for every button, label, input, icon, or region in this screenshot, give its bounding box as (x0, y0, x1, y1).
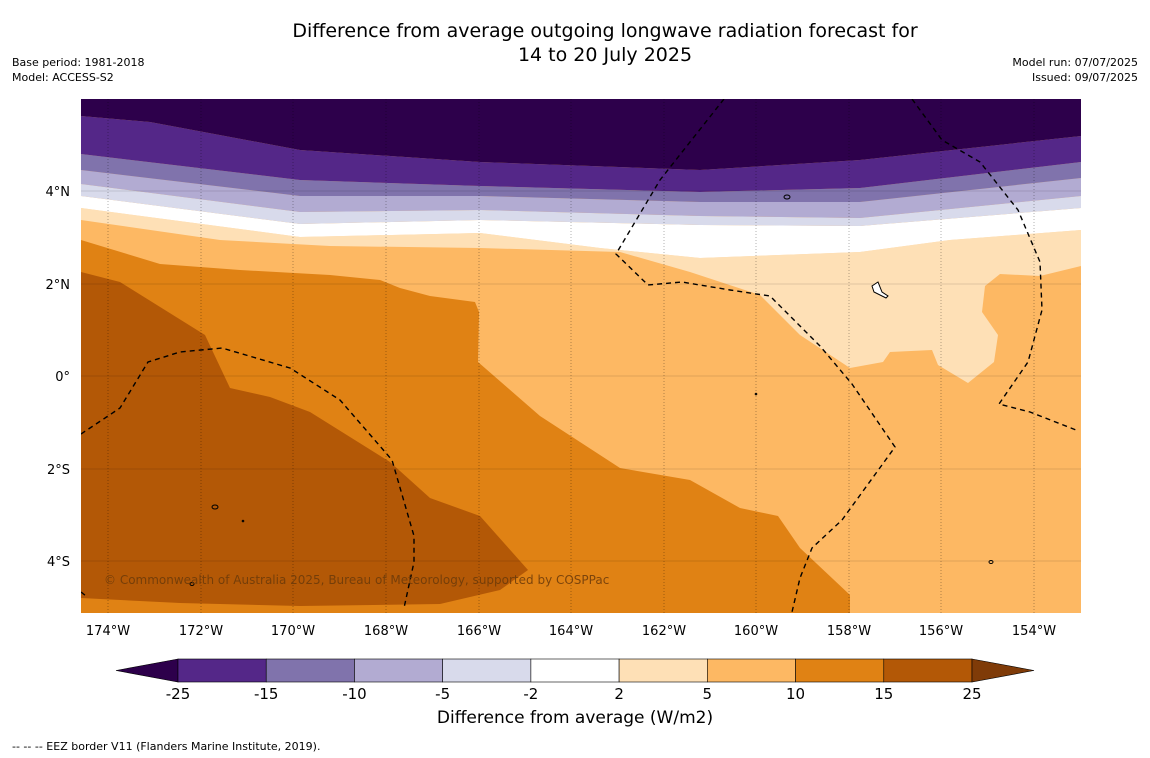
eez-border-line-islands (615, 99, 896, 613)
lon-tick-labels: 174°W 172°W 170°W 168°W 166°W 164°W 162°W 160°W… (86, 624, 1056, 639)
base-period-text: Base period: 1981-2018 (12, 56, 145, 69)
eez-footer-note: -- -- -- EEZ border V11 (Flanders Marine… (12, 740, 321, 753)
lon-tick-label: 162°W (642, 624, 686, 639)
islands (189, 194, 994, 586)
colorbar-segment (795, 658, 885, 683)
eez-border-east (911, 99, 1077, 431)
model-text: Model: ACCESS-S2 (12, 71, 114, 84)
lon-tick-label: 170°W (271, 624, 315, 639)
colorbar-tick-label: -15 (254, 685, 279, 703)
colorbar-tick-label: -25 (166, 685, 191, 703)
colorbar-tick-label: 25 (962, 685, 981, 703)
lat-tick-label: 4°S (47, 555, 70, 570)
eez-border-sw (81, 591, 87, 597)
meta-right: Model run: 07/07/2025 Issued: 09/07/2025 (1012, 55, 1138, 85)
island-marker-5 (241, 519, 245, 523)
colorbar-tick-label: 5 (703, 685, 713, 703)
issued-text: Issued: 09/07/2025 (1031, 71, 1138, 84)
colorbar-segment (883, 658, 973, 683)
colorbar-extend-high (971, 658, 1035, 683)
lon-tick-label: 172°W (179, 624, 223, 639)
colorbar-tick-label: -5 (435, 685, 450, 703)
colorbar-tick-label: 10 (786, 685, 805, 703)
colorbar-segment (265, 658, 355, 683)
lat-tick-label: 0° (55, 370, 70, 385)
field-neg5-neg10 (81, 170, 1081, 218)
field-neg2-neg5 (81, 184, 1081, 226)
colorbar: -25 -15 -10 -5 -2 2 5 10 15 25 (115, 658, 1035, 703)
graticule (81, 99, 1081, 613)
colorbar-segment (530, 658, 620, 683)
colorbar-tick-label: 15 (874, 685, 893, 703)
colorbar-segment (707, 658, 796, 683)
lat-tick-labels: 4°N 2°N 0° 2°S 4°S (46, 185, 71, 570)
colorbar-tick-label: -10 (342, 685, 367, 703)
colorbar-segment (177, 658, 267, 683)
eez-border-kiribati-west (81, 347, 415, 609)
island-marker-3 (189, 582, 195, 586)
copyright-text: © Commonwealth of Australia 2025, Bureau… (104, 573, 609, 587)
lon-tick-label: 164°W (549, 624, 593, 639)
colorbar-segment (442, 658, 532, 683)
model-run-text: Model run: 07/07/2025 (1012, 56, 1138, 69)
colorbar-extend-low (115, 658, 179, 683)
map-title-line1: Difference from average outgoing longwav… (292, 20, 918, 42)
lat-tick-label: 4°N (46, 185, 71, 200)
colorbar-segment (618, 658, 708, 683)
lon-tick-label: 158°W (827, 624, 871, 639)
lon-tick-label: 154°W (1012, 624, 1056, 639)
eez-borders (81, 99, 1077, 613)
field-2-5-pale (81, 208, 1081, 383)
colorbar-label: Difference from average (W/m2) (436, 708, 714, 728)
colorbar-segment (354, 658, 443, 683)
lon-tick-label: 168°W (364, 624, 408, 639)
map-title-line2: 14 to 20 July 2025 (517, 44, 693, 66)
colorbar-tick-label: 2 (614, 685, 624, 703)
field-neg15-neg25 (81, 116, 1081, 192)
lon-tick-label: 166°W (457, 624, 501, 639)
island-marker-1 (783, 194, 791, 200)
anomaly-map: © Commonwealth of Australia 2025, Bureau… (46, 99, 1081, 703)
field-15-25 (81, 272, 528, 606)
field-neutral (81, 196, 1081, 258)
field-below-neg25 (81, 99, 1081, 170)
lon-tick-label: 156°W (919, 624, 963, 639)
field-neg10-neg15 (81, 154, 1081, 202)
lon-tick-label: 174°W (86, 624, 130, 639)
island-marker-4 (988, 560, 994, 564)
island-kiritimati (871, 281, 889, 299)
lon-tick-label: 160°W (734, 624, 778, 639)
lat-tick-label: 2°N (46, 278, 71, 293)
lat-tick-label: 2°S (47, 463, 70, 478)
meta-left: Base period: 1981-2018 Model: ACCESS-S2 (12, 55, 144, 85)
map-plot-area (81, 99, 1081, 613)
island-marker-6 (754, 392, 758, 396)
island-marker-2 (211, 504, 219, 510)
colorbar-tick-label: -2 (523, 685, 538, 703)
